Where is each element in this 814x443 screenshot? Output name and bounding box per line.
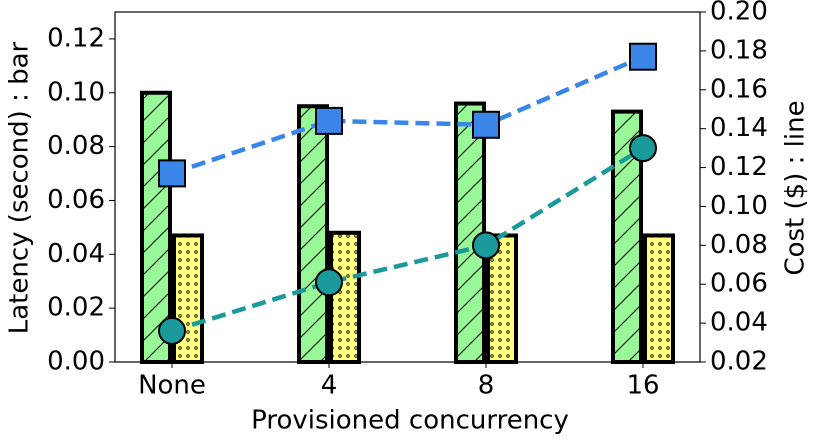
y2-tick-label: 0.02 <box>710 347 768 377</box>
y-tick-label: 0.12 <box>47 23 105 53</box>
marker <box>158 316 186 345</box>
y-tick-label: 0.00 <box>47 347 105 377</box>
x-axis-label: Provisioned concurrency <box>251 406 569 436</box>
x-tick-label: 8 <box>478 371 495 401</box>
y-tick-label: 0.10 <box>47 77 105 107</box>
y-tick-label: 0.04 <box>47 239 105 269</box>
line <box>171 146 645 334</box>
y2-tick-label: 0.16 <box>710 74 768 104</box>
bar <box>140 90 172 365</box>
x-tick-label: None <box>138 371 206 401</box>
y-tick-label: 0.02 <box>47 293 105 323</box>
line <box>171 54 644 176</box>
marker <box>315 268 343 297</box>
y2-tick-label: 0.18 <box>710 35 768 65</box>
y2-tick-label: 0.20 <box>710 0 768 27</box>
marker <box>158 159 186 188</box>
bar <box>454 101 486 365</box>
y2-tick-label: 0.04 <box>710 308 768 338</box>
marker <box>472 231 500 260</box>
plot-frame <box>114 11 701 363</box>
marker <box>629 42 657 71</box>
y2-tick-label: 0.08 <box>710 230 768 260</box>
marker <box>472 110 500 139</box>
y-axis-label: Latency (second) : bar <box>5 41 35 334</box>
bar <box>329 230 361 364</box>
y2-tick-label: 0.14 <box>710 113 768 143</box>
y2-tick-label: 0.06 <box>710 269 768 299</box>
bar <box>643 233 675 364</box>
x-tick-label: 4 <box>321 371 338 401</box>
y2-tick-label: 0.10 <box>710 191 768 221</box>
y2-tick-label: 0.12 <box>710 152 768 182</box>
x-tick-label: 16 <box>626 371 659 401</box>
marker <box>315 106 343 135</box>
y-tick-label: 0.08 <box>47 131 105 161</box>
marker <box>629 134 657 163</box>
y-tick-label: 0.06 <box>47 185 105 215</box>
bar <box>297 104 329 364</box>
y2-axis-label: Cost ($) : line <box>781 100 811 275</box>
